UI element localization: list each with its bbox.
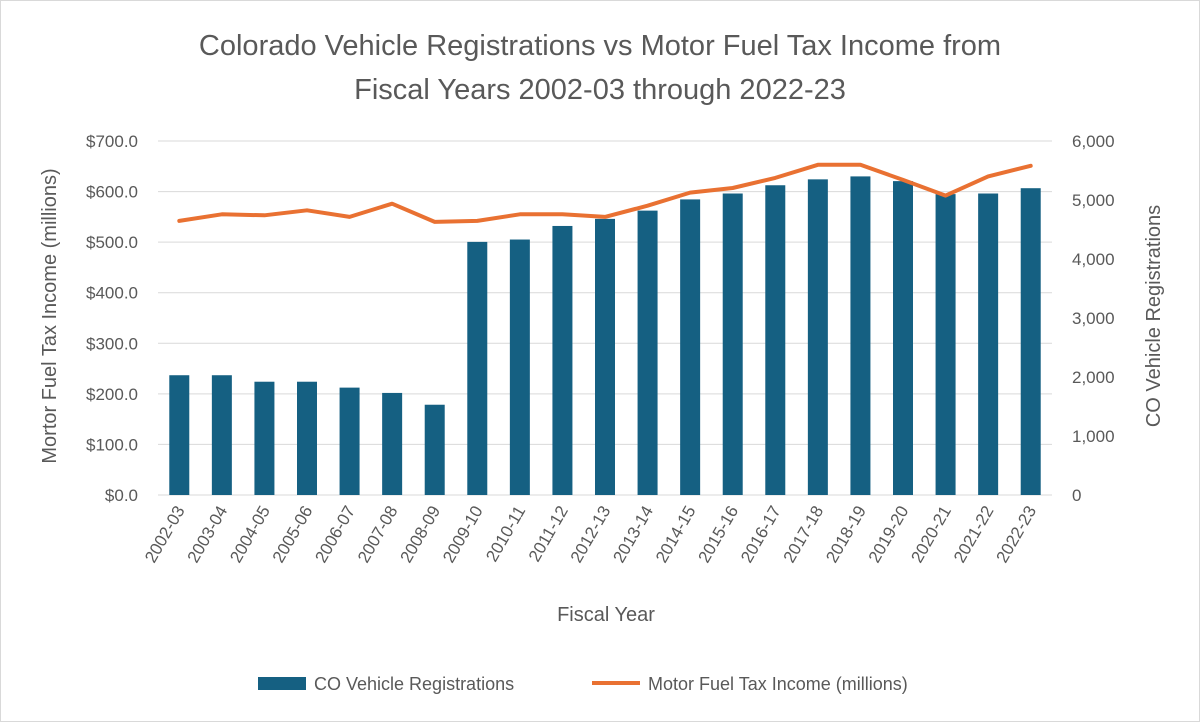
bar — [722, 193, 743, 495]
bar — [509, 239, 530, 495]
bar — [893, 181, 913, 495]
x-axis-title: Fiscal Year — [557, 604, 655, 626]
right-tick-label: 6,000 — [1072, 132, 1115, 151]
legend-bar-label: CO Vehicle Registrations — [314, 674, 514, 694]
bar-series — [169, 176, 1041, 495]
right-tick-label: 5,000 — [1072, 191, 1115, 210]
right-tick-label: 3,000 — [1072, 309, 1115, 328]
bar — [382, 392, 403, 495]
x-tick-label: 2003-04 — [184, 503, 232, 567]
left-tick-label: $500.0 — [86, 233, 138, 252]
x-axis-ticks: 2002-032003-042004-052005-062006-072007-… — [141, 503, 1040, 567]
right-axis-ticks: 0 1,000 2,000 3,000 4,000 5,000 6,000 — [1072, 132, 1115, 505]
bar — [680, 199, 701, 495]
x-tick-label: 2017-18 — [780, 503, 828, 567]
left-tick-label: $200.0 — [86, 385, 138, 404]
bar — [467, 241, 488, 495]
left-tick-label: $0.0 — [105, 486, 138, 505]
bar — [637, 210, 658, 495]
bar — [595, 218, 615, 495]
x-tick-label: 2004-05 — [226, 503, 274, 567]
bar — [765, 185, 786, 495]
right-tick-label: 4,000 — [1072, 250, 1115, 269]
bar — [552, 225, 573, 495]
chart-title-line-1: Colorado Vehicle Registrations vs Motor … — [198, 30, 1002, 62]
right-axis-title: CO Vehicle Registrations — [1143, 205, 1165, 427]
bar — [254, 381, 275, 495]
left-tick-label: $100.0 — [86, 435, 138, 454]
right-tick-label: 1,000 — [1072, 427, 1115, 446]
x-tick-label: 2015-16 — [695, 503, 743, 567]
legend-bar-swatch — [258, 677, 306, 690]
left-tick-label: $700.0 — [86, 132, 138, 151]
bar — [935, 194, 956, 495]
left-tick-label: $600.0 — [86, 183, 138, 202]
bar — [339, 387, 360, 495]
x-tick-label: 2006-07 — [311, 503, 359, 567]
x-tick-label: 2019-20 — [865, 503, 913, 567]
x-tick-label: 2012-13 — [567, 503, 615, 567]
x-tick-label: 2007-08 — [354, 503, 402, 567]
x-tick-label: 2010-11 — [482, 503, 529, 565]
right-tick-label: 0 — [1072, 486, 1081, 505]
x-tick-label: 2008-09 — [397, 503, 445, 567]
x-tick-label: 2022-23 — [993, 503, 1041, 567]
x-tick-label: 2021-22 — [950, 503, 998, 567]
x-tick-label: 2005-06 — [269, 503, 317, 567]
x-tick-label: 2020-21 — [907, 503, 955, 567]
bar — [424, 404, 445, 495]
x-tick-label: 2002-03 — [141, 503, 189, 567]
x-tick-label: 2011-12 — [525, 503, 572, 565]
right-tick-label: 2,000 — [1072, 368, 1115, 387]
bar — [211, 375, 232, 495]
fuel-tax-line — [177, 162, 1033, 224]
x-tick-label: 2016-17 — [737, 503, 785, 567]
left-axis-title: Mortor Fuel Tax Income (millions) — [39, 168, 61, 463]
line-series — [177, 162, 1033, 224]
x-tick-label: 2009-10 — [439, 503, 487, 567]
x-tick-label: 2018-19 — [822, 503, 870, 567]
bar — [807, 179, 828, 495]
bar — [297, 381, 317, 495]
left-tick-label: $400.0 — [86, 284, 138, 303]
bar — [978, 193, 999, 495]
chart-title-line-2: Fiscal Years 2002-03 through 2022-23 — [354, 74, 846, 106]
bar — [1020, 188, 1041, 495]
x-tick-label: 2014-15 — [652, 503, 700, 567]
x-tick-label: 2013-14 — [609, 503, 657, 567]
chart-title: Colorado Vehicle Registrations vs Motor … — [0, 24, 1200, 112]
left-axis-ticks: $0.0 $100.0 $200.0 $300.0 $400.0 $500.0 $600.0… — [86, 132, 138, 505]
legend-line-label: Motor Fuel Tax Income (millions) — [648, 674, 908, 694]
left-tick-label: $300.0 — [86, 334, 138, 353]
bar — [850, 176, 871, 495]
legend: CO Vehicle Registrations Motor Fuel Tax … — [258, 674, 908, 694]
bar — [169, 375, 190, 495]
